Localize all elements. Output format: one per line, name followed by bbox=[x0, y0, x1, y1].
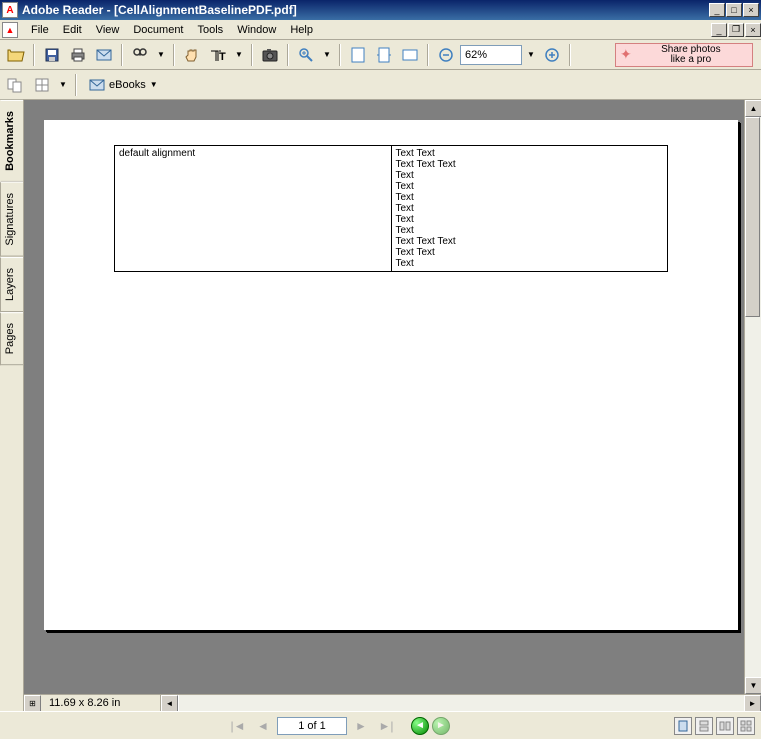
pdf-page: default alignment Text TextText Text Tex… bbox=[44, 120, 738, 630]
back-button[interactable]: ◄ bbox=[411, 717, 429, 735]
page-number-input[interactable]: 1 of 1 bbox=[277, 717, 347, 735]
scroll-left-button[interactable]: ◄ bbox=[161, 695, 178, 712]
page-content: default alignment Text TextText Text Tex… bbox=[44, 120, 738, 297]
status-bar: |◄ ◄ 1 of 1 ► ►| ◄ ► bbox=[0, 711, 761, 739]
continuous-view-button[interactable] bbox=[695, 717, 713, 735]
tab-signatures[interactable]: Signatures bbox=[0, 182, 23, 257]
zoom-dropdown[interactable]: ▼ bbox=[524, 45, 538, 65]
maximize-doc-button[interactable]: □ bbox=[726, 3, 742, 17]
mdi-close-button[interactable]: × bbox=[745, 23, 761, 37]
next-page-button[interactable]: ► bbox=[350, 715, 372, 737]
main-toolbar: ▼ T ▼ ▼ 62% ▼ ✦ Share photoslike a pro bbox=[0, 40, 761, 70]
promo-banner[interactable]: ✦ Share photoslike a pro bbox=[615, 43, 753, 67]
menu-document[interactable]: Document bbox=[126, 22, 190, 38]
navigation-sidebar: Bookmarks Signatures Layers Pages bbox=[0, 100, 24, 711]
paper-size-icon[interactable]: ⊞ bbox=[24, 695, 41, 712]
menu-file[interactable]: File bbox=[24, 22, 56, 38]
last-page-button[interactable]: ►| bbox=[375, 715, 397, 737]
window-control-group: _ □ × bbox=[709, 3, 759, 17]
scroll-right-button[interactable]: ► bbox=[744, 695, 761, 712]
fit-page-button[interactable] bbox=[372, 43, 396, 67]
mdi-minimize-button[interactable]: _ bbox=[711, 23, 727, 37]
zoom-plus-button[interactable] bbox=[540, 43, 564, 67]
scroll-up-button[interactable]: ▲ bbox=[745, 100, 761, 117]
table-cell-1: default alignment bbox=[115, 146, 392, 271]
zoom-in-button[interactable] bbox=[294, 43, 318, 67]
ebooks-button[interactable]: eBooks ▼ bbox=[82, 74, 165, 96]
first-page-button[interactable]: |◄ bbox=[227, 715, 249, 737]
menu-edit[interactable]: Edit bbox=[56, 22, 89, 38]
hand-tool-button[interactable] bbox=[180, 43, 204, 67]
menu-tools[interactable]: Tools bbox=[191, 22, 231, 38]
facing-view-button[interactable] bbox=[716, 717, 734, 735]
search-button[interactable] bbox=[128, 43, 152, 67]
secondary-toolbar: ▼ eBooks ▼ bbox=[0, 70, 761, 100]
actual-size-button[interactable] bbox=[346, 43, 370, 67]
howto-button[interactable] bbox=[4, 73, 28, 97]
tab-layers[interactable]: Layers bbox=[0, 257, 23, 312]
menu-bar: ▲ File Edit View Document Tools Window H… bbox=[0, 20, 761, 40]
snapshot-button[interactable] bbox=[258, 43, 282, 67]
zoom-input[interactable]: 62% bbox=[460, 45, 522, 65]
continuous-facing-view-button[interactable] bbox=[737, 717, 755, 735]
scroll-down-button[interactable]: ▼ bbox=[745, 677, 761, 694]
save-button[interactable] bbox=[40, 43, 64, 67]
prev-page-button[interactable]: ◄ bbox=[252, 715, 274, 737]
promo-icon: ✦ bbox=[620, 46, 632, 63]
vertical-scrollbar[interactable]: ▲ ▼ bbox=[744, 100, 761, 694]
vscroll-thumb[interactable] bbox=[745, 117, 760, 317]
minimize-doc-button[interactable]: _ bbox=[709, 3, 725, 17]
mdi-control-group: _ ❐ × bbox=[711, 23, 761, 37]
menu-help[interactable]: Help bbox=[283, 22, 320, 38]
single-page-view-button[interactable] bbox=[674, 717, 692, 735]
forward-button[interactable]: ► bbox=[432, 717, 450, 735]
menu-view[interactable]: View bbox=[89, 22, 127, 38]
open-button[interactable] bbox=[4, 43, 28, 67]
fit-width-button[interactable] bbox=[398, 43, 422, 67]
menu-window[interactable]: Window bbox=[230, 22, 283, 38]
search-dropdown[interactable]: ▼ bbox=[154, 45, 168, 65]
pdf-table: default alignment Text TextText Text Tex… bbox=[114, 145, 668, 272]
app-icon: A bbox=[2, 2, 18, 18]
horizontal-scrollbar-area: ⊞ 11.69 x 8.26 in ◄ ► bbox=[24, 694, 761, 711]
ebooks-icon bbox=[89, 78, 105, 92]
hscroll-track[interactable] bbox=[178, 695, 744, 712]
text-select-button[interactable]: T bbox=[206, 43, 230, 67]
mdi-restore-button[interactable]: ❐ bbox=[728, 23, 744, 37]
table-cell-2: Text TextText Text TextTextTextTextTextT… bbox=[392, 146, 668, 271]
document-viewport[interactable]: default alignment Text TextText Text Tex… bbox=[24, 100, 761, 711]
zoom-tool-dropdown[interactable]: ▼ bbox=[320, 45, 334, 65]
main-area: Bookmarks Signatures Layers Pages defaul… bbox=[0, 100, 761, 711]
paper-size-display: 11.69 x 8.26 in bbox=[41, 695, 161, 711]
organizer-button[interactable] bbox=[30, 73, 54, 97]
select-dropdown[interactable]: ▼ bbox=[232, 45, 246, 65]
organizer-dropdown[interactable]: ▼ bbox=[56, 75, 70, 95]
email-button[interactable] bbox=[92, 43, 116, 67]
svg-text:T: T bbox=[219, 51, 226, 63]
tab-bookmarks[interactable]: Bookmarks bbox=[0, 100, 23, 182]
promo-text: Share photoslike a pro bbox=[640, 45, 742, 65]
window-title: Adobe Reader - [CellAlignmentBaselinePDF… bbox=[22, 3, 709, 17]
print-button[interactable] bbox=[66, 43, 90, 67]
document-icon: ▲ bbox=[2, 22, 18, 38]
ebooks-dropdown-icon: ▼ bbox=[150, 80, 158, 89]
tab-pages[interactable]: Pages bbox=[0, 312, 23, 365]
ebooks-label: eBooks bbox=[109, 79, 146, 91]
title-bar: A Adobe Reader - [CellAlignmentBaselineP… bbox=[0, 0, 761, 20]
zoom-out-button[interactable] bbox=[434, 43, 458, 67]
close-doc-button[interactable]: × bbox=[743, 3, 759, 17]
